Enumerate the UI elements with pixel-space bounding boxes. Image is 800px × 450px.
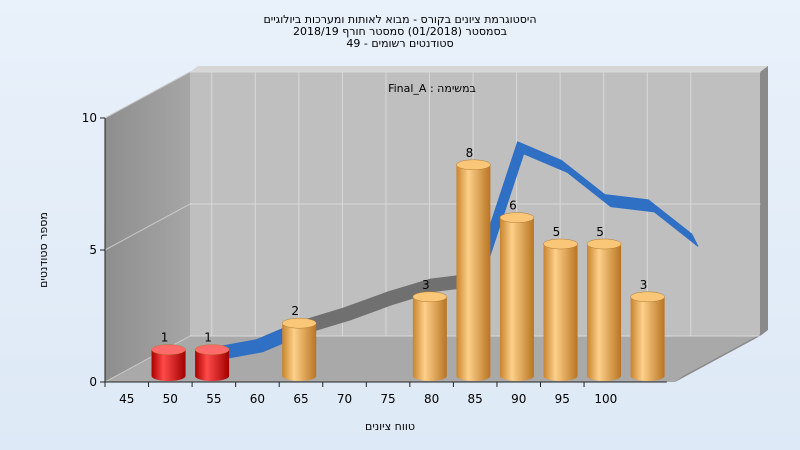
bar: 5: [543, 225, 578, 382]
chart-floor-edge: [675, 330, 768, 382]
bar-body: [195, 349, 230, 382]
bar-body: [499, 217, 534, 382]
chart-right-edge: [760, 66, 768, 336]
chart-title-line-3: סטודנטים רשומים - 49: [346, 37, 454, 50]
x-tick-label: 65: [293, 392, 308, 406]
bar-value-label: 3: [640, 278, 648, 292]
x-tick-label: 55: [206, 392, 221, 406]
bar-value-label: 5: [596, 225, 604, 239]
chart-title-line-1: היסטוגרמת ציונים בקורס - מבוא לאותות ומע…: [263, 13, 537, 26]
bar: 3: [630, 278, 665, 382]
bar-top: [194, 344, 230, 355]
bar: 1: [194, 331, 230, 382]
x-axis-label: טווח ציונים: [365, 420, 415, 433]
bar: 3: [412, 278, 448, 382]
chart-title-line-2: בסמסטר (01/2018) סמסטר חורף 2018/19: [293, 25, 507, 38]
bar-body: [543, 244, 578, 382]
x-tick-label: 45: [119, 392, 134, 406]
bar-value-label: 1: [161, 331, 169, 345]
bar-body: [151, 349, 186, 382]
chart-back-wall-shadow: [190, 66, 768, 72]
y-tick-label: 0: [89, 375, 97, 389]
bar: 6: [499, 199, 535, 382]
grid-line-depth: [104, 335, 191, 383]
bar-top: [543, 238, 578, 250]
bar-value-label: 3: [422, 278, 430, 292]
bar-body: [630, 296, 665, 382]
bar: 2: [281, 304, 317, 382]
bar-top: [151, 344, 186, 355]
bar: 5: [586, 225, 622, 382]
bar-value-label: 1: [204, 331, 212, 345]
chart-annotation: במשימה : Final_A: [388, 82, 476, 95]
bar-top: [456, 159, 491, 171]
bar-top: [412, 291, 448, 303]
x-tick-label: 95: [555, 392, 570, 406]
bar-value-label: 2: [291, 304, 299, 318]
grid-line-depth: [104, 203, 191, 251]
bar-body: [456, 164, 491, 382]
bar-body: [587, 244, 622, 382]
x-tick-label: 90: [511, 392, 526, 406]
bar-value-label: 6: [509, 199, 517, 213]
bar-top: [630, 291, 665, 303]
bar-value-label: 5: [553, 225, 561, 239]
y-axis-label: מספר סטודנטים: [37, 212, 50, 288]
grid-line-depth: [104, 71, 191, 119]
x-tick-label: 70: [337, 392, 352, 406]
x-tick-label: 60: [250, 392, 265, 406]
chart-bars: 1 1 2 3 8 6 5 5 3: [151, 146, 665, 382]
bar-value-label: 8: [466, 146, 474, 160]
x-tick-label: 50: [163, 392, 178, 406]
bar: 8: [456, 146, 491, 382]
bar-top: [499, 212, 535, 223]
bar: 1: [151, 331, 186, 382]
y-tick-label: 5: [89, 243, 97, 257]
bar-body: [282, 323, 317, 382]
x-tick-label: 75: [380, 392, 395, 406]
bar-top: [586, 238, 622, 250]
bar-top: [281, 317, 317, 329]
bar-body: [412, 296, 447, 382]
x-tick-label: 100: [594, 392, 617, 406]
x-tick-label: 85: [468, 392, 483, 406]
curve-front-segment-right: [473, 141, 699, 287]
x-tick-label: 80: [424, 392, 439, 406]
y-tick-label: 10: [82, 111, 97, 125]
